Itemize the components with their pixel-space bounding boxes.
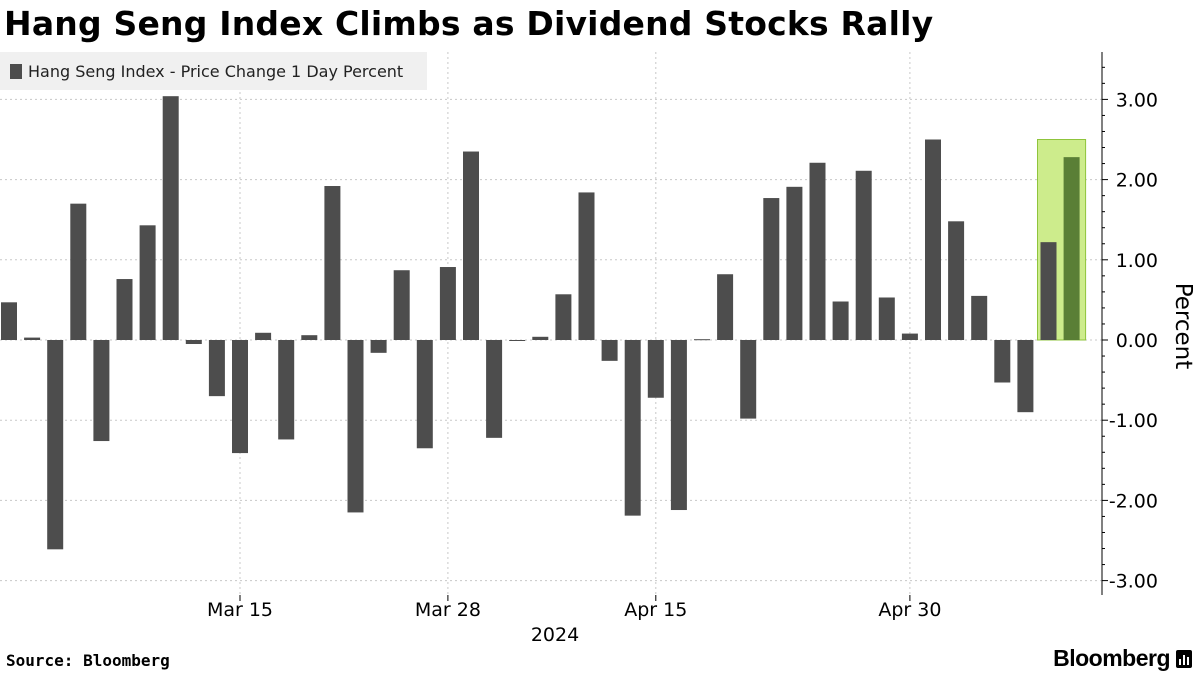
bar — [162, 96, 179, 340]
bar — [1040, 242, 1057, 340]
y-tick-label: 0.00 — [1116, 330, 1158, 352]
bar — [439, 267, 456, 340]
bar — [370, 340, 387, 353]
x-tick-label: Mar 15 — [207, 599, 273, 621]
bar — [486, 340, 503, 438]
bar — [416, 340, 433, 449]
bar — [601, 340, 618, 361]
bar — [393, 270, 410, 340]
source-note: Source: Bloomberg — [6, 651, 170, 670]
gridlines — [0, 52, 1102, 595]
bar — [624, 340, 641, 516]
bar — [509, 340, 526, 341]
bar — [1017, 340, 1034, 413]
bar — [809, 162, 826, 340]
chart-title: Hang Seng Index Climbs as Dividend Stock… — [4, 4, 934, 43]
bar — [70, 203, 87, 340]
bar — [347, 340, 364, 513]
y-axis-label: Percent — [1170, 283, 1196, 370]
bar — [717, 274, 734, 340]
bar — [139, 225, 156, 340]
bar — [694, 339, 710, 341]
y-tick-label: 3.00 — [1116, 89, 1158, 111]
bar — [925, 139, 941, 340]
bar — [1, 302, 17, 340]
bar — [555, 294, 572, 340]
bar — [670, 340, 687, 511]
bar — [208, 340, 225, 397]
bar — [185, 340, 202, 345]
y-axis: 3.00 2.00 1.00 0.00 -1.00 -2.00 -3.00 Percent — [1101, 52, 1196, 595]
bar — [532, 336, 549, 340]
bar — [855, 170, 872, 340]
legend-swatch — [10, 63, 22, 79]
bar — [786, 186, 803, 340]
bars — [1, 96, 1080, 550]
y-tick-label: 2.00 — [1116, 170, 1158, 192]
x-axis: Mar 15 Mar 28 Apr 15 Apr 30 2024 — [207, 595, 941, 646]
bar — [1063, 157, 1080, 340]
bar — [647, 340, 664, 398]
bloomberg-logo: Bloomberg — [1053, 645, 1170, 671]
bar — [948, 221, 965, 340]
bar — [278, 340, 295, 440]
bar — [232, 340, 248, 454]
legend: Hang Seng Index - Price Change 1 Day Per… — [0, 52, 427, 90]
y-tick-label: 1.00 — [1116, 250, 1158, 272]
bar — [578, 192, 595, 340]
x-tick-label: Mar 28 — [415, 599, 481, 621]
legend-label: Hang Seng Index - Price Change 1 Day Per… — [28, 61, 404, 81]
bar — [832, 301, 849, 340]
bar — [301, 335, 318, 340]
bar — [994, 340, 1011, 383]
bar — [93, 340, 110, 442]
bar — [763, 198, 780, 340]
bar — [324, 186, 341, 340]
bar — [24, 337, 41, 340]
y-tick-label: -2.00 — [1109, 490, 1158, 512]
bar — [740, 340, 757, 419]
x-tick-label: Apr 30 — [878, 599, 941, 621]
y-tick-label: -3.00 — [1109, 571, 1158, 593]
bar — [463, 151, 479, 340]
y-tick-label: -1.00 — [1109, 410, 1158, 432]
bar — [47, 340, 64, 550]
bar — [878, 297, 895, 340]
x-year-label: 2024 — [531, 624, 579, 646]
bloomberg-logo-icon — [1176, 650, 1192, 668]
bar — [116, 279, 133, 340]
bar — [971, 295, 988, 340]
bar — [255, 332, 272, 340]
x-tick-label: Apr 15 — [624, 599, 687, 621]
bar — [901, 333, 918, 340]
